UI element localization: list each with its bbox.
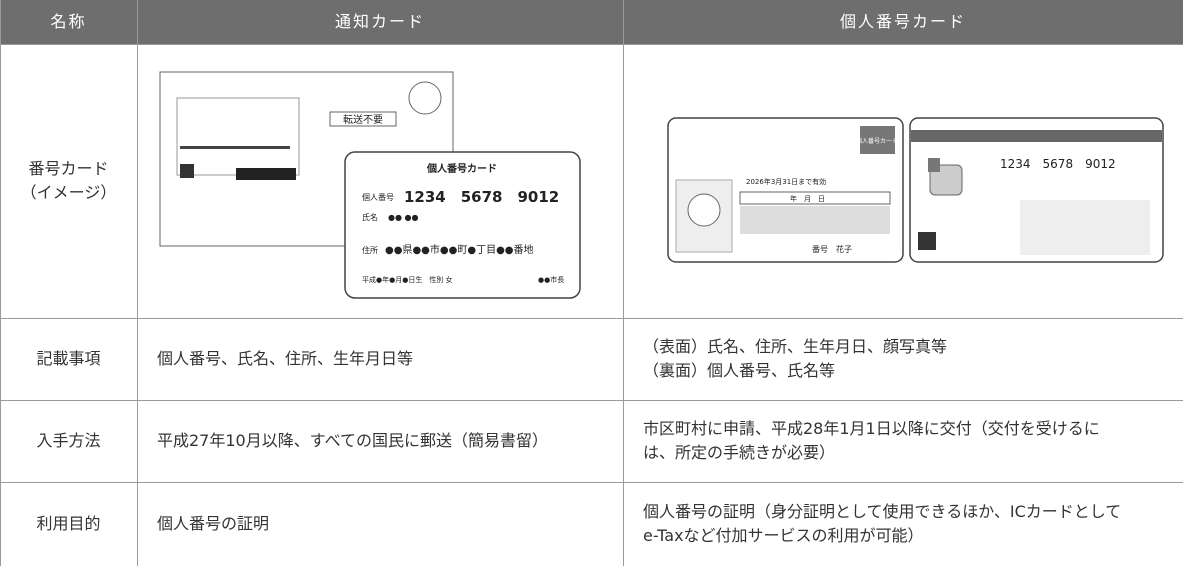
name-label: 氏名 — [362, 212, 378, 222]
row-border — [0, 482, 1183, 483]
header-cell: 名称 — [0, 0, 137, 44]
row-label: 利用目的 — [0, 482, 137, 566]
column-border — [137, 0, 138, 566]
card-birth: 平成●年●月●日生 性別 女 — [362, 275, 453, 284]
card-number: 1234 5678 9012 — [404, 188, 559, 206]
qr-code — [180, 164, 194, 178]
number-label: 個人番号 — [362, 192, 394, 202]
text-line: は、所定の手続きが必要） — [643, 443, 836, 462]
text-line: 個人番号の証明 — [157, 514, 270, 533]
row-border — [0, 44, 1183, 45]
ic-chip — [929, 164, 963, 196]
text-line: 個人番号、氏名、住所、生年月日等 — [157, 349, 414, 368]
cell-text: （表面）氏名、住所、生年月日、顔写真等 （裏面）個人番号、氏名等 — [623, 318, 1183, 400]
label-line: （イメージ） — [20, 183, 117, 202]
signature-area — [740, 206, 890, 234]
photo-face — [687, 193, 721, 227]
header-text: 通知カード — [334, 12, 425, 31]
cell-text: 市区町村に申請、平成28年1月1日以降に交付（交付を受けるに は、所定の手続きが必… — [623, 400, 1183, 482]
header-text: 個人番号カード — [839, 12, 966, 31]
cell-text: 平成27年10月以降、すべての国民に郵送（簡易書留） — [137, 400, 623, 482]
cell-text: 個人番号の証明（身分証明として使用できるほか、ICカードとして e-Taxなど付加… — [623, 482, 1183, 566]
row-border — [0, 400, 1183, 401]
stamp-text: 転送不要 — [343, 113, 383, 126]
cell-text: 個人番号、氏名、住所、生年月日等 — [137, 318, 623, 400]
cell-text: 個人番号の証明 — [137, 482, 623, 566]
back-stripe — [911, 130, 1162, 142]
text-line: 個人番号の証明（身分証明として使用できるほか、ICカードとして — [643, 502, 1122, 521]
row-label: 番号カード （イメージ） — [0, 44, 137, 318]
barcode — [236, 168, 296, 180]
card-address: ●●県●●市●●町●丁目●●番地 — [385, 243, 534, 256]
text-line: （裏面）個人番号、氏名等 — [643, 361, 836, 380]
row-label: 記載事項 — [0, 318, 137, 400]
back-number: 1234 5678 9012 — [1000, 157, 1116, 171]
text-line: e-Taxなど付加サービスの利用が可能） — [643, 526, 924, 545]
front-badge: 個人番号カード — [856, 137, 898, 145]
front-badge-box — [860, 126, 895, 154]
column-border — [623, 0, 624, 566]
label-line: 番号カード — [28, 159, 109, 178]
barcode-line — [180, 146, 290, 149]
row-border — [0, 318, 1183, 319]
address-label: 住所 — [362, 245, 378, 255]
date-box — [739, 191, 891, 205]
header-cell: 通知カード — [137, 0, 623, 44]
back-qr — [918, 232, 936, 250]
date-box-text: 年 月 日 — [790, 194, 825, 203]
row-label: 入手方法 — [0, 400, 137, 482]
back-grid — [1020, 200, 1150, 255]
header-text: 名称 — [50, 12, 87, 31]
card-name: ●● ●● — [388, 213, 418, 222]
header-cell: 個人番号カード — [623, 0, 1183, 44]
label-line: 利用目的 — [36, 514, 101, 533]
text-line: 市区町村に申請、平成28年1月1日以降に交付（交付を受けるに — [643, 419, 1100, 438]
label-line: 入手方法 — [36, 431, 101, 450]
holder: 番号 花子 — [812, 244, 852, 254]
text-line: 平成27年10月以降、すべての国民に郵送（簡易書留） — [157, 431, 548, 450]
stamp-box — [329, 111, 397, 127]
card-title: 個人番号カード — [426, 162, 497, 175]
card-issuer: ●●市長 — [538, 275, 564, 284]
notice-card — [344, 151, 581, 299]
expiry: 2026年3月31日まで有効 — [746, 177, 826, 186]
label-line: 記載事項 — [36, 349, 101, 368]
postmark — [408, 81, 442, 115]
text-line: （表面）氏名、住所、生年月日、顔写真等 — [643, 337, 948, 356]
back-badge — [928, 158, 940, 172]
column-border — [0, 0, 1, 566]
